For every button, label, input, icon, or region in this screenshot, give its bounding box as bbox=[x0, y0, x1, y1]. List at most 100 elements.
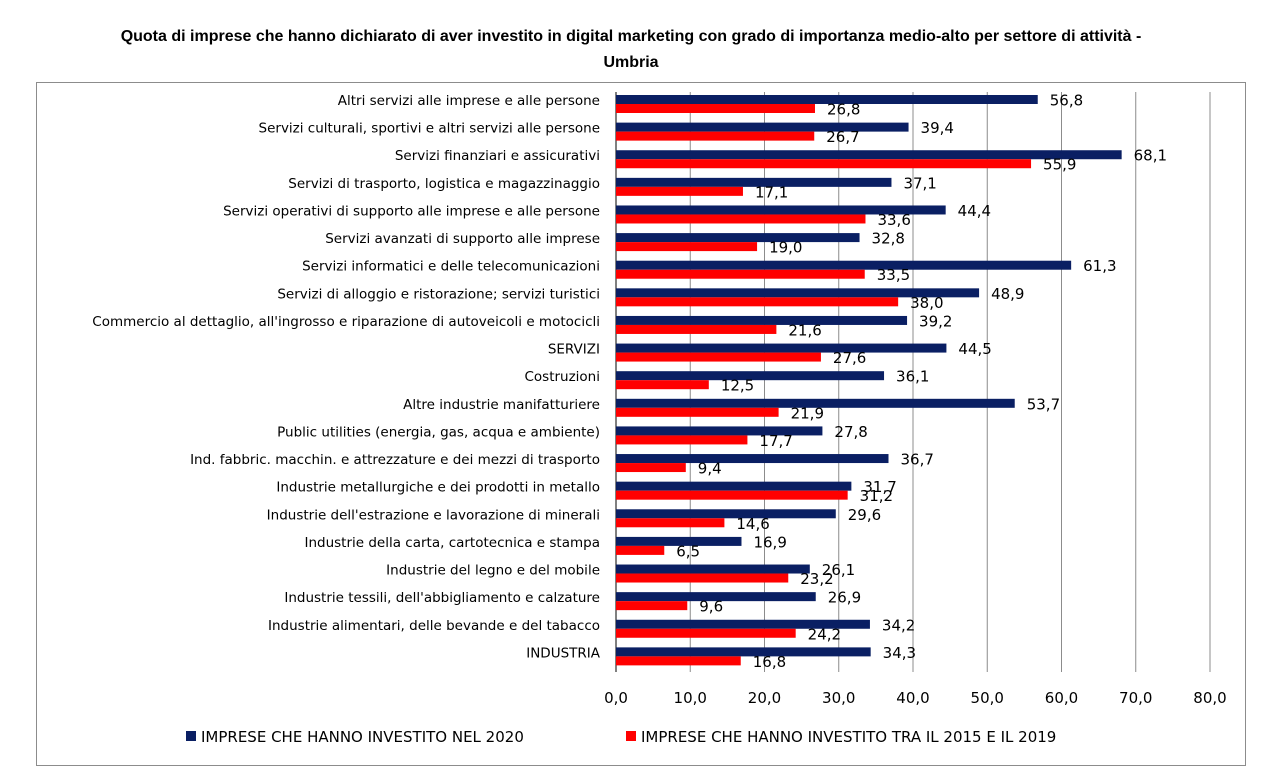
bar-2020 bbox=[616, 315, 908, 325]
bar-2020 bbox=[616, 177, 892, 187]
bar-2020 bbox=[616, 592, 816, 602]
data-label: 12,5 bbox=[721, 377, 754, 395]
data-label: 44,4 bbox=[958, 202, 991, 220]
category-label: Ind. fabbric. macchin. e attrezzature e … bbox=[190, 452, 600, 468]
legend-label: IMPRESE CHE HANNO INVESTITO NEL 2020 bbox=[201, 728, 524, 746]
data-label: 56,8 bbox=[1050, 92, 1083, 110]
category-label: Industrie metallurgiche e dei prodotti i… bbox=[276, 480, 600, 496]
data-label: 34,2 bbox=[882, 616, 915, 634]
data-label: 23,2 bbox=[800, 570, 833, 588]
category-label: Commercio al dettaglio, all'ingrosso e r… bbox=[92, 314, 600, 330]
bar-2020 bbox=[616, 536, 742, 546]
bar-2020 bbox=[616, 564, 810, 574]
bar-2015-2019 bbox=[616, 435, 748, 445]
bar-2020 bbox=[616, 343, 947, 353]
bar-2020 bbox=[616, 95, 1038, 104]
data-label: 48,9 bbox=[991, 285, 1024, 303]
data-label: 37,1 bbox=[903, 174, 936, 192]
bar-2015-2019 bbox=[616, 518, 725, 528]
chart-title-line1: Quota di imprese che hanno dichiarato di… bbox=[120, 28, 1142, 45]
category-label: Industrie dell'estrazione e lavorazione … bbox=[267, 507, 600, 523]
category-label: Industrie alimentari, delle bevande e de… bbox=[268, 618, 600, 634]
category-label: SERVIZI bbox=[548, 342, 600, 358]
data-label: 16,8 bbox=[753, 653, 786, 671]
data-label: 9,6 bbox=[699, 598, 723, 616]
data-label: 27,8 bbox=[834, 423, 867, 441]
category-label: Servizi culturali, sportivi e altri serv… bbox=[259, 121, 600, 137]
bar-2020 bbox=[616, 509, 836, 519]
bar-2015-2019 bbox=[616, 628, 796, 638]
bar-2020 bbox=[616, 454, 889, 464]
legend-swatch bbox=[186, 731, 196, 741]
bar-2015-2019 bbox=[616, 656, 741, 666]
data-label: 61,3 bbox=[1083, 257, 1116, 275]
data-label: 29,6 bbox=[848, 506, 881, 524]
data-label: 9,4 bbox=[698, 460, 722, 478]
data-label: 17,1 bbox=[755, 183, 788, 201]
category-label: Altre industrie manifatturiere bbox=[403, 397, 600, 413]
data-label: 34,3 bbox=[883, 644, 916, 662]
data-label: 6,5 bbox=[676, 542, 700, 560]
category-label: INDUSTRIA bbox=[526, 645, 601, 661]
x-tick-label: 20,0 bbox=[748, 689, 781, 707]
data-label: 26,1 bbox=[822, 561, 855, 579]
bar-2015-2019 bbox=[616, 407, 779, 417]
chart-title: Quota di imprese che hanno dichiarato di… bbox=[0, 24, 1262, 76]
category-label: Servizi finanziari e assicurativi bbox=[395, 148, 600, 164]
data-label: 36,1 bbox=[896, 368, 929, 386]
category-label: Public utilities (energia, gas, acqua e … bbox=[277, 424, 600, 440]
data-label: 53,7 bbox=[1027, 395, 1060, 413]
bar-2015-2019 bbox=[616, 131, 815, 141]
x-tick-label: 70,0 bbox=[1119, 689, 1152, 707]
bar-2015-2019 bbox=[616, 104, 815, 113]
bar-2015-2019 bbox=[616, 324, 777, 334]
data-label: 32,8 bbox=[872, 230, 905, 248]
data-label: 55,9 bbox=[1043, 156, 1076, 174]
x-tick-label: 0,0 bbox=[604, 689, 628, 707]
data-label: 68,1 bbox=[1134, 147, 1167, 165]
bar-2015-2019 bbox=[616, 352, 821, 362]
bar-2020 bbox=[616, 288, 980, 298]
data-label: 16,9 bbox=[753, 533, 786, 551]
data-label: 17,7 bbox=[759, 432, 792, 450]
legend-label: IMPRESE CHE HANNO INVESTITO TRA IL 2015 … bbox=[641, 728, 1056, 746]
category-label: Servizi informatici e delle telecomunica… bbox=[302, 259, 600, 275]
legend-swatch bbox=[626, 731, 636, 741]
data-label: 19,0 bbox=[769, 239, 802, 257]
data-label: 24,2 bbox=[808, 625, 841, 643]
data-label: 21,6 bbox=[788, 321, 821, 339]
bar-2015-2019 bbox=[616, 463, 686, 473]
bar-2015-2019 bbox=[616, 242, 758, 252]
x-tick-label: 10,0 bbox=[674, 689, 707, 707]
bar-2015-2019 bbox=[616, 601, 688, 611]
bar-2015-2019 bbox=[616, 490, 848, 500]
x-tick-label: 50,0 bbox=[971, 689, 1004, 707]
category-label: Altri servizi alle imprese e alle person… bbox=[338, 93, 600, 109]
data-label: 33,6 bbox=[877, 211, 910, 229]
data-label: 26,9 bbox=[828, 589, 861, 607]
category-label: Industrie tessili, dell'abbigliamento e … bbox=[284, 590, 600, 606]
bar-2015-2019 bbox=[616, 214, 866, 224]
bar-2015-2019 bbox=[616, 186, 743, 196]
x-axis-ticks: 0,0 10,0 20,0 30,0 40,0 50,0 60,0 70,0 80,0 bbox=[604, 689, 1227, 707]
bar-2015-2019 bbox=[616, 545, 665, 555]
category-label: Industrie del legno e del mobile bbox=[386, 563, 600, 579]
category-label: Industrie della carta, cartotecnica e st… bbox=[304, 535, 600, 551]
category-label: Servizi di alloggio e ristorazione; serv… bbox=[277, 286, 600, 302]
x-tick-label: 80,0 bbox=[1193, 689, 1226, 707]
data-label: 27,6 bbox=[833, 349, 866, 367]
bar-2020 bbox=[616, 233, 860, 243]
chart-title-line2: Umbria bbox=[603, 54, 659, 71]
bar-2020 bbox=[616, 398, 1015, 408]
data-label: 21,9 bbox=[791, 404, 824, 422]
data-label: 26,7 bbox=[826, 128, 859, 146]
bar-2020 bbox=[616, 647, 871, 657]
bar-2020 bbox=[616, 371, 885, 381]
chart-frame bbox=[36, 82, 1246, 766]
data-label: 36,7 bbox=[900, 451, 933, 469]
category-label: Servizi operativi di supporto alle impre… bbox=[223, 203, 600, 219]
data-label: 39,4 bbox=[921, 119, 954, 137]
data-label: 14,6 bbox=[736, 515, 769, 533]
bar-2015-2019 bbox=[616, 380, 709, 390]
legend: IMPRESE CHE HANNO INVESTITO NEL 2020 IMPR… bbox=[186, 728, 1056, 746]
